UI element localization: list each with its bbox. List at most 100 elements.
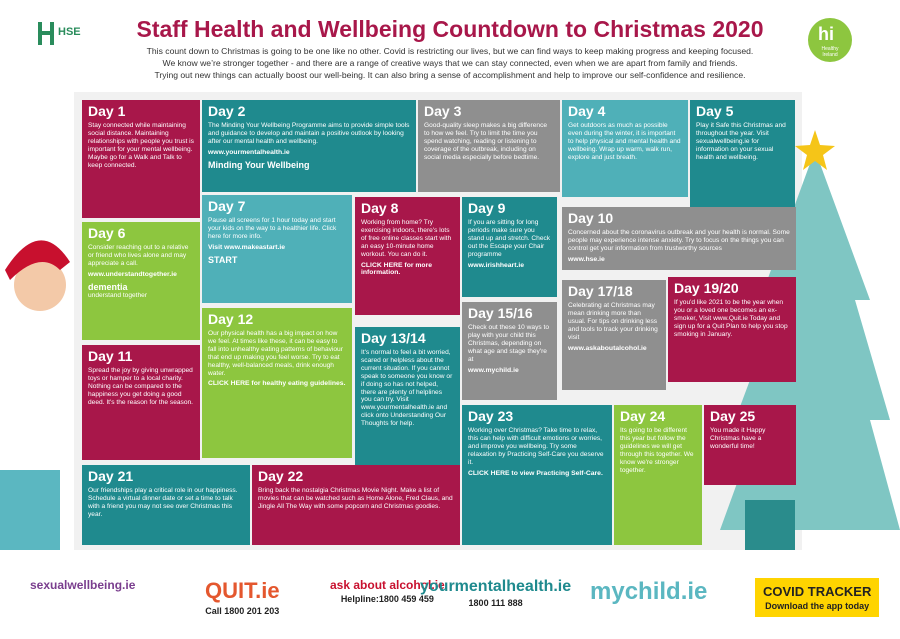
day-tile: Day 22 Bring back the nostalgia Christmas…	[252, 465, 460, 545]
gift	[745, 500, 795, 550]
star	[795, 130, 835, 170]
day-heading: Day 17/18	[568, 283, 633, 299]
day-heading: Day 9	[468, 200, 506, 216]
day-text: You made it Happy Christmas have a wonde…	[710, 427, 766, 450]
day-text: Consider reaching out to a relative or f…	[88, 244, 189, 267]
footer-sub: Helpline:1800 459 459	[340, 594, 434, 604]
day-text: Our friendships play a critical role in …	[88, 487, 238, 518]
day-tile: Day 15/16 Check out these 10 ways to play…	[462, 302, 557, 400]
day-heading: Day 19/20	[674, 280, 739, 296]
day-text: Our physical health has a big impact on …	[208, 330, 343, 377]
day-logo: Minding Your Wellbeing	[208, 159, 310, 170]
day-tile: Day 1 Stay connected while maintaining so…	[82, 100, 200, 218]
footer-name: sexualwellbeing.ie	[30, 578, 136, 592]
intro: This count down to Christmas is going to…	[146, 46, 754, 56]
day-heading: Day 22	[258, 468, 304, 484]
footer-logo[interactable]: mychild.ie	[590, 578, 707, 606]
footer-name: mychild.ie	[590, 578, 708, 605]
day-link[interactable]: www.irishheart.ie	[468, 261, 525, 269]
day-link[interactable]: Visit www.makeastart.ie	[208, 243, 286, 251]
day-text: Get outdoors as much as possible even du…	[568, 122, 681, 161]
hat	[5, 240, 70, 280]
day-tile: Day 23 Working over Christmas? Take time …	[462, 405, 612, 545]
day-text: Spread the joy by giving unwrapped toys …	[88, 367, 193, 406]
day-text: Stay connected while maintaining social …	[88, 122, 194, 169]
footer-logo[interactable]: ask about alcohol.ie Helpline:1800 459 45…	[330, 578, 445, 604]
footer-logo[interactable]: yourmentalhealth.ie 1800 111 888	[420, 578, 571, 608]
woman	[14, 259, 66, 311]
day-text: Pause all screens for 1 hour today and s…	[208, 217, 337, 240]
day-heading: Day 15/16	[468, 305, 533, 321]
day-heading: Day 23	[468, 408, 514, 424]
day-heading: Day 13/14	[361, 330, 426, 346]
footer-logo[interactable]: QUIT.ie Call 1800 201 203	[205, 578, 280, 616]
day-text: Celebrating at Christmas may mean drinki…	[568, 302, 658, 341]
day-text: Working over Christmas? Take time to rel…	[468, 427, 604, 466]
day-heading: Day 5	[696, 103, 734, 119]
day-tile: Day 11 Spread the joy by giving unwrapped…	[82, 345, 200, 460]
day-heading: Day 10	[568, 210, 614, 226]
day-link[interactable]: CLICK HERE to view Practicing Self-Care.	[468, 469, 603, 477]
badge: hi	[818, 24, 834, 44]
footer-sub: 1800 111 888	[468, 598, 523, 608]
day-text: Concerned about the coronavirus outbreak…	[568, 229, 790, 252]
day-heading: Day 2	[208, 103, 246, 119]
title: Staff Health and Wellbeing Countdown to …	[136, 16, 764, 42]
day-heading: Day 7	[208, 198, 246, 214]
day-tile: Day 17/18 Celebrating at Christmas may me…	[562, 280, 666, 390]
day-text: Bring back the nostalgia Christmas Movie…	[258, 487, 453, 510]
day-text: If you are sitting for long periods make…	[468, 219, 551, 258]
day-link[interactable]: www.yourmentalhealth.ie	[208, 148, 290, 156]
day-tile: Day 9 If you are sitting for long periods…	[462, 197, 557, 297]
day-text: Check out these 10 ways to play with you…	[468, 324, 550, 363]
day-link[interactable]: www.hse.ie	[568, 255, 605, 263]
footer-name: COVID TRACKER	[763, 584, 872, 599]
day-tile: Day 4 Get outdoors as much as possible ev…	[562, 100, 688, 197]
day-heading: Day 12	[208, 311, 254, 327]
hi-badge	[808, 18, 852, 62]
day-tile: Day 25 You made it Happy Christmas have a…	[704, 405, 796, 485]
day-link[interactable]: CLICK HERE for more information.	[361, 261, 432, 276]
day-text: The Minding Your Wellbeing Programme aim…	[208, 122, 410, 145]
day-heading: Day 24	[620, 408, 666, 424]
day-logo: dementia	[88, 281, 128, 292]
day-tile: Day 10 Concerned about the coronavirus ou…	[562, 207, 796, 270]
day-tile: Day 8 Working from home? Try exercising i…	[355, 197, 460, 315]
day-heading: Day 8	[361, 200, 399, 216]
day-link[interactable]: www.askaboutalcohol.ie	[568, 344, 647, 352]
footer-name: QUIT.ie	[205, 578, 280, 603]
day-tile: Day 21 Our friendships play a critical ro…	[82, 465, 250, 545]
day-heading: Day 21	[88, 468, 134, 484]
day-text: Play it Safe this Christmas and througho…	[696, 122, 786, 161]
day-tile: Day 24 Its going to be different this yea…	[614, 405, 702, 545]
footer-name: yourmentalhealth.ie	[420, 578, 572, 595]
day-text: Good-quality sleep makes a big differenc…	[424, 122, 548, 161]
footer-logo[interactable]: sexualwellbeing.ie	[30, 578, 135, 592]
day-tile: Day 13/14 It's normal to feel a bit worri…	[355, 327, 460, 482]
footer-name: ask about alcohol.ie	[330, 578, 445, 592]
day-heading: Day 4	[568, 103, 606, 119]
day-text: Its going to be different this year but …	[620, 427, 694, 474]
footer-logo[interactable]: COVID TRACKER Download the app today	[755, 578, 880, 617]
day-tile: Day 12 Our physical health has a big impa…	[202, 308, 352, 458]
day-link[interactable]: www.mychild.ie	[468, 366, 519, 374]
day-link[interactable]: www.understandtogether.ie	[88, 270, 177, 278]
intro: Trying out new things can actually boost…	[154, 70, 746, 80]
hse-mark	[38, 22, 54, 45]
day-text: It's normal to feel a bit worried, scare…	[361, 349, 453, 428]
day-text: If you'd like 2021 to be the year when y…	[674, 299, 788, 338]
logo-text: HSE	[58, 26, 81, 38]
footer-sub: Call 1800 201 203	[205, 606, 280, 616]
day-logo: START	[208, 254, 238, 265]
footer-band	[0, 555, 900, 639]
day-tile: Day 3 Good-quality sleep makes a big diff…	[418, 100, 560, 192]
badge-sub: Healthy Ireland	[821, 46, 839, 58]
day-tile: Day 19/20 If you'd like 2021 to be the ye…	[668, 277, 796, 382]
day-heading: Day 25	[710, 408, 756, 424]
day-text: Working from home? Try exercising indoor…	[361, 219, 452, 258]
day-link[interactable]: CLICK HERE for healthy eating guidelines…	[208, 380, 346, 388]
day-tile: Day 7 Pause all screens for 1 hour today …	[202, 195, 352, 303]
day-logo-sub: understand together	[88, 291, 148, 299]
day-tile: Day 5 Play it Safe this Christmas and thr…	[690, 100, 795, 210]
